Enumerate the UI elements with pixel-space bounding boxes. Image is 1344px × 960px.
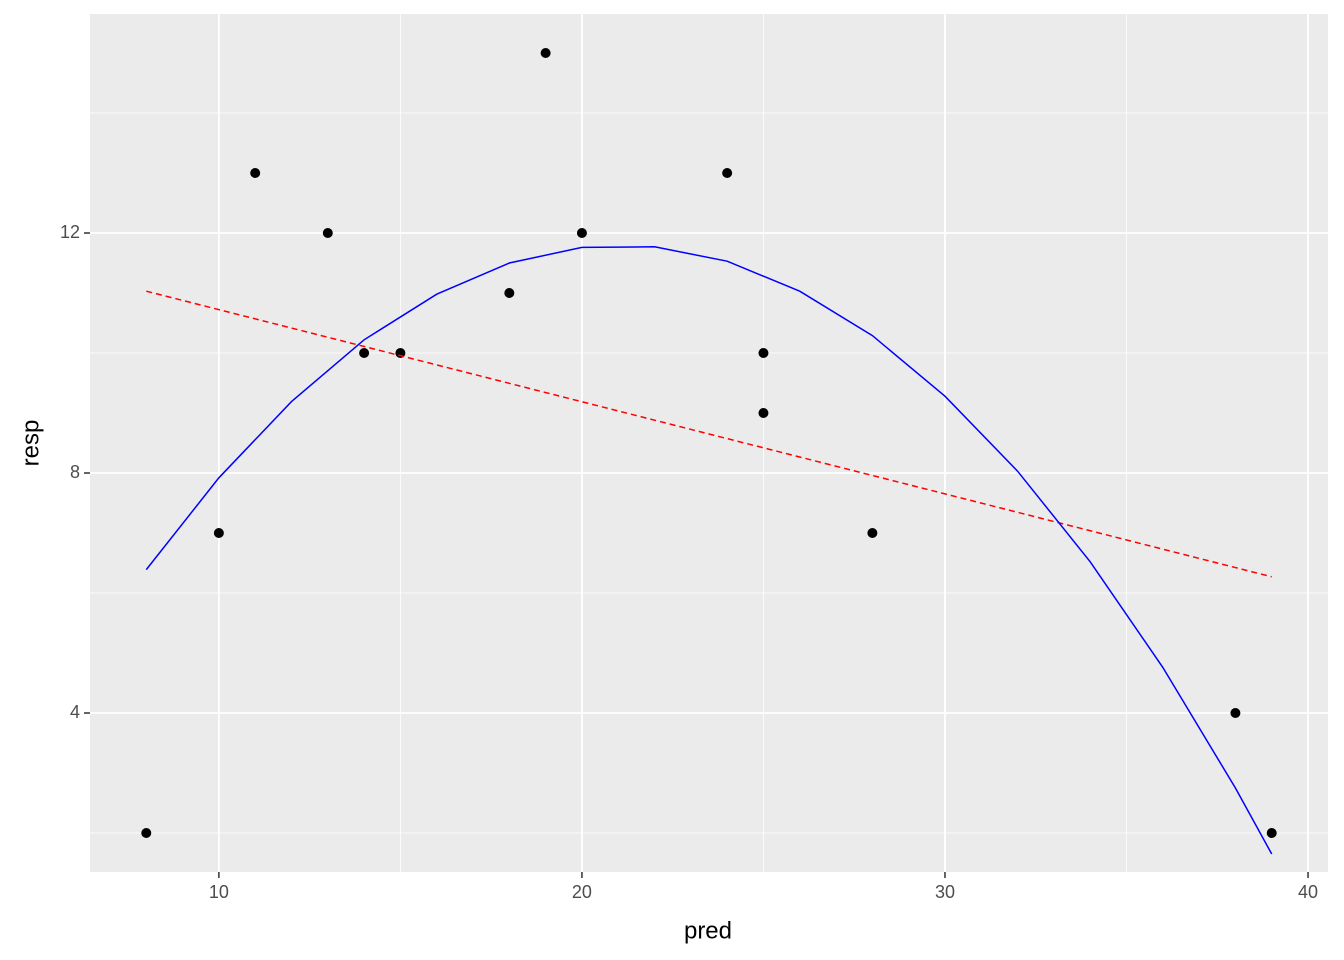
x-tick-label: 40 (1298, 882, 1318, 902)
point (359, 348, 370, 358)
fit-line (145, 246, 1273, 855)
y-tick-label: 12 (60, 222, 80, 242)
point (722, 168, 733, 178)
point (758, 348, 769, 358)
point (141, 828, 152, 838)
point (576, 228, 587, 238)
y-axis-title: resp (17, 420, 44, 467)
fit-line (146, 290, 1272, 578)
point (322, 228, 333, 238)
x-axis-title: pred (684, 917, 732, 944)
x-tick-label: 20 (572, 882, 592, 902)
point (250, 168, 261, 178)
point (758, 408, 769, 418)
x-tick-label: 10 (209, 882, 229, 902)
point (867, 528, 878, 538)
y-tick-label: 8 (70, 462, 80, 482)
point (395, 348, 406, 358)
panel (90, 14, 1328, 872)
point (504, 288, 515, 298)
point (1266, 828, 1277, 838)
x-tick-label: 30 (935, 882, 955, 902)
point (213, 528, 224, 538)
point (540, 48, 551, 58)
y-tick-label: 4 (70, 702, 80, 722)
point (1230, 708, 1241, 718)
